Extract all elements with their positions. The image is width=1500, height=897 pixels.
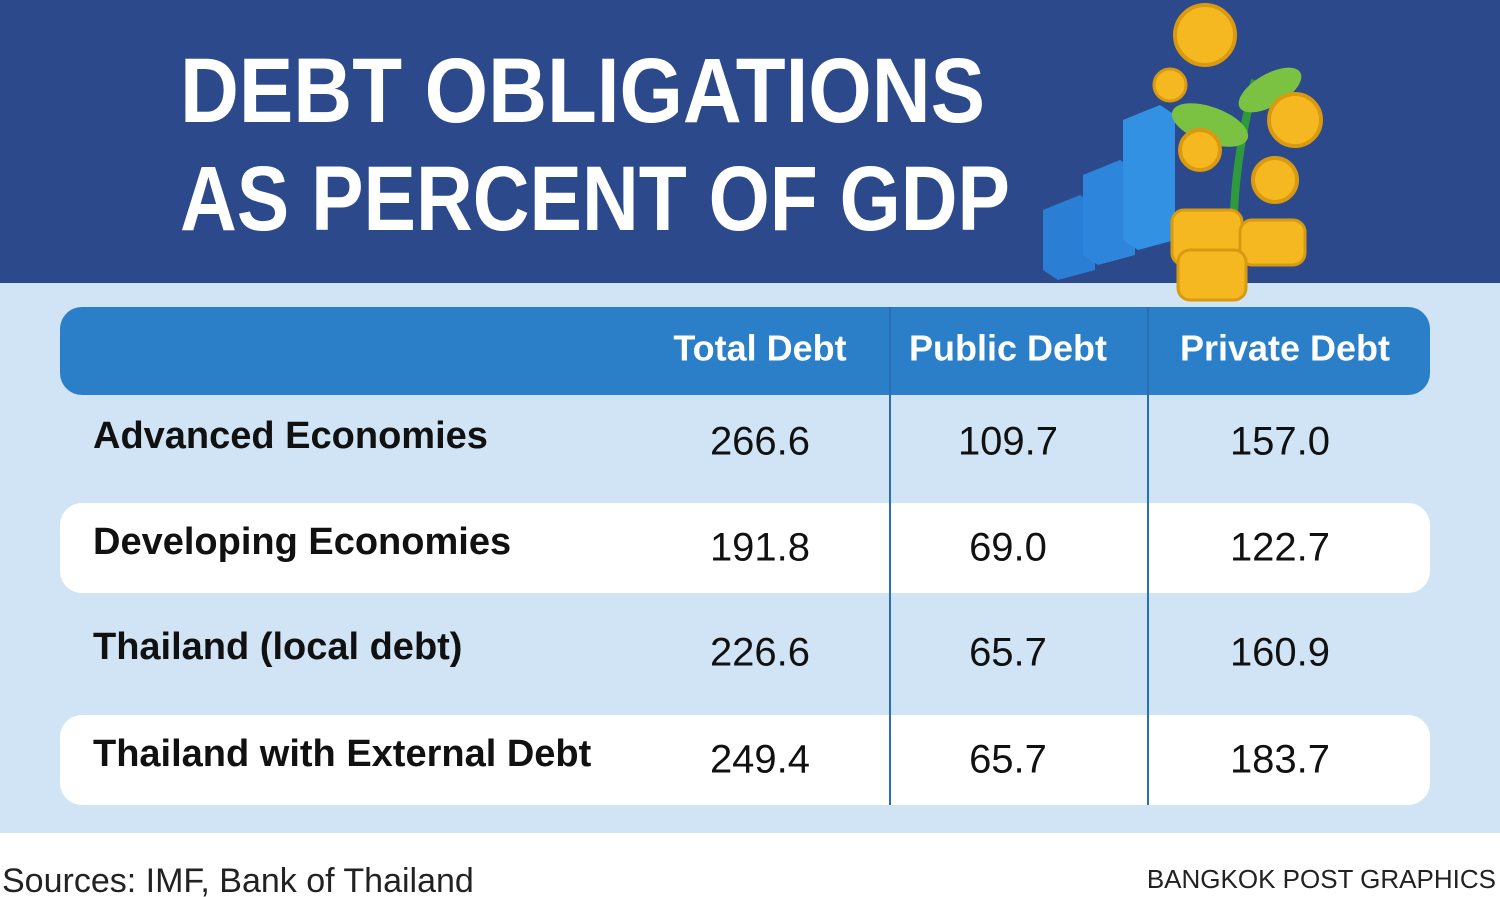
- cell: 266.6: [710, 420, 810, 464]
- cell: 157.0: [1230, 420, 1330, 464]
- title-line: DEBT OBLIGATIONS: [180, 40, 985, 142]
- row-label: Thailand (local debt): [93, 626, 462, 668]
- table-header: [60, 307, 1430, 395]
- title-line: AS PERCENT OF GDP: [180, 148, 1010, 250]
- cell: 160.9: [1230, 631, 1330, 675]
- row-label: Advanced Economies: [93, 415, 488, 457]
- row-label: Developing Economies: [93, 521, 511, 563]
- cell: 122.7: [1230, 526, 1330, 570]
- cell: 65.7: [969, 631, 1047, 675]
- cell: 191.8: [710, 526, 810, 570]
- cell: 109.7: [958, 420, 1058, 464]
- row-background: [60, 503, 1430, 593]
- illustration: [1043, 3, 1323, 302]
- source: Sources: IMF, Bank of Thailand: [2, 862, 474, 897]
- cell: 69.0: [969, 526, 1047, 570]
- credit: BANGKOK POST GRAPHICS: [1147, 864, 1496, 894]
- cell: 183.7: [1230, 738, 1330, 782]
- column-header: Private Debt: [1180, 328, 1390, 369]
- cell: 249.4: [710, 738, 810, 782]
- column-header: Public Debt: [909, 328, 1107, 369]
- cell: 226.6: [710, 631, 810, 675]
- cell: 65.7: [969, 738, 1047, 782]
- row-label: Thailand with External Debt: [93, 733, 592, 775]
- table-body: Advanced Economies 266.6 109.7 157.0 Develop…: [60, 415, 1430, 805]
- column-header: Total Debt: [673, 328, 846, 369]
- row-background: [60, 715, 1430, 805]
